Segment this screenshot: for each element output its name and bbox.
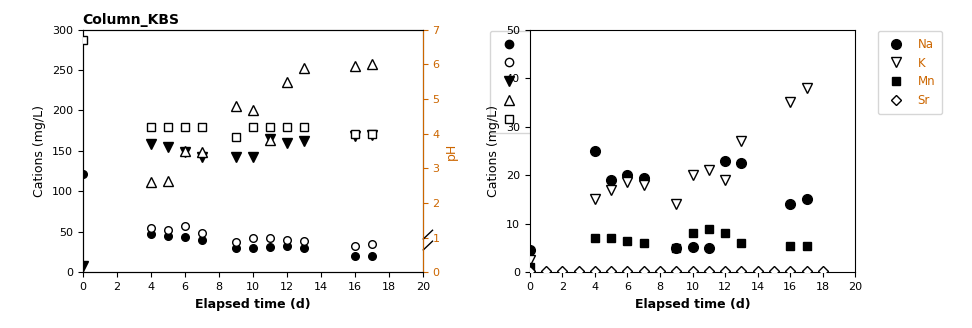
X-axis label: Elapsed time (d): Elapsed time (d) [195,297,310,311]
Legend: Ca, Mg, Si, Fe, pH: Ca, Mg, Si, Fe, pH [490,31,555,133]
Y-axis label: Cations (mg/L): Cations (mg/L) [33,105,47,197]
X-axis label: Elapsed time (d): Elapsed time (d) [635,297,750,311]
Legend: Na, K, Mn, Sr: Na, K, Mn, Sr [878,31,943,114]
Y-axis label: Cations (mg/L): Cations (mg/L) [487,105,501,197]
Text: Column_KBS: Column_KBS [83,13,180,27]
Y-axis label: pH: pH [445,142,458,159]
